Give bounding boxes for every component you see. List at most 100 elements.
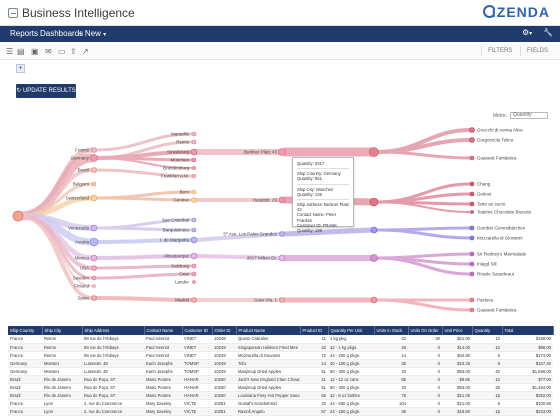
node-product-4[interactable] (469, 191, 475, 197)
node-city-7[interactable] (191, 197, 197, 203)
table-row[interactable]: Germany Münster Luisenstr. 48 Karin Josephs… (8, 367, 553, 376)
app-menu-icon[interactable] (8, 8, 18, 18)
column-header[interactable]: Quantity Per Unit (328, 326, 375, 335)
node-product-3[interactable] (469, 181, 475, 187)
table-cell: Mario Pontes (144, 391, 182, 400)
column-header[interactable]: Customer ID (182, 326, 213, 335)
node-customer-0[interactable] (369, 147, 379, 157)
node-city-3[interactable] (191, 157, 197, 163)
node-city-1[interactable] (191, 139, 197, 145)
email-icon[interactable]: ✉ (45, 47, 52, 56)
node-country-5[interactable] (90, 224, 98, 232)
node-country-9[interactable] (91, 275, 97, 281)
export-icon[interactable]: ⇪ (70, 47, 77, 56)
node-product-2[interactable] (469, 155, 475, 161)
table-row[interactable]: France Reims 59 rue de l'Abbaye Paul Henrio… (8, 351, 553, 360)
node-city-13[interactable] (191, 271, 197, 277)
node-city-6[interactable] (191, 189, 197, 195)
city-label: Albuquerque (163, 254, 189, 259)
node-product-6[interactable] (470, 210, 474, 214)
metric-select[interactable]: Quantity (510, 112, 548, 119)
settings-menu[interactable]: ⚙▾ (522, 28, 532, 37)
print-icon[interactable]: ▤ (17, 47, 25, 56)
node-customer-2[interactable] (370, 226, 378, 234)
node-address-0[interactable] (278, 148, 286, 156)
node-product-9[interactable] (469, 251, 475, 257)
node-country-0[interactable] (91, 147, 97, 153)
node-product-12[interactable] (469, 297, 475, 303)
node-country-1[interactable] (90, 154, 98, 162)
node-product-10[interactable] (469, 261, 475, 267)
node-country-10[interactable] (92, 284, 96, 288)
tab-filters[interactable]: FILTERS (481, 46, 518, 56)
wrench-icon[interactable]: 🔧 (543, 28, 553, 37)
column-header[interactable]: Ship Country (8, 326, 43, 335)
node-city-0[interactable] (191, 131, 197, 137)
node-city-12[interactable] (191, 263, 197, 269)
table-row[interactable]: Brazil Rio de Janeiro Rua do Paço, 67 Mario… (8, 391, 553, 400)
column-header[interactable]: Units In Stock (374, 326, 409, 335)
bookmark-icon[interactable]: ▭ (58, 47, 66, 56)
root-node[interactable] (12, 210, 24, 222)
node-address-1[interactable] (278, 196, 286, 204)
node-country-3[interactable] (91, 181, 97, 187)
node-city-4[interactable] (192, 166, 196, 170)
column-header[interactable]: Quantity (472, 326, 503, 335)
node-product-5[interactable] (469, 201, 475, 207)
node-address-2[interactable] (279, 231, 285, 237)
column-header[interactable]: Order ID (212, 326, 237, 335)
add-part-button[interactable]: + (16, 64, 25, 73)
node-country-7[interactable] (90, 254, 98, 262)
node-product-8[interactable] (469, 235, 475, 241)
node-city-9[interactable] (191, 227, 197, 233)
column-header[interactable]: Contact Name (144, 326, 183, 335)
table-row[interactable]: France Lyon 2, rue du Commerce Mary Saveley… (8, 399, 553, 408)
node-customer-3[interactable] (370, 254, 378, 262)
table-row[interactable]: Brazil Rio de Janeiro Rua do Paço, 67 Mario… (8, 375, 553, 384)
column-header[interactable]: Product Name (236, 326, 301, 335)
node-product-1[interactable] (469, 137, 475, 143)
node-product-7[interactable] (469, 225, 475, 231)
table-row[interactable]: Germany Münster Luisenstr. 48 Karin Josephs… (8, 359, 553, 368)
column-header[interactable]: Ship City (42, 326, 83, 335)
node-product-13[interactable] (469, 307, 475, 313)
node-customer-4[interactable] (370, 296, 378, 304)
node-city-15[interactable] (191, 297, 197, 303)
column-header[interactable]: Ship Address (82, 326, 145, 335)
nav-reports[interactable]: Reports (10, 29, 39, 38)
column-header[interactable]: Unit Price (442, 326, 473, 335)
table-cell: 10249 (212, 359, 236, 368)
nav-dashboards[interactable]: Dashboards (40, 29, 84, 38)
node-city-8[interactable] (191, 217, 197, 223)
node-country-8[interactable] (91, 265, 97, 271)
column-header[interactable]: Units On Order (408, 326, 443, 335)
node-country-2[interactable] (91, 167, 97, 173)
node-tooltip: Quantity: 3317 Ship Country: Germany Qua… (292, 157, 354, 233)
node-address-3[interactable] (278, 254, 286, 262)
save-icon[interactable]: ▣ (31, 47, 39, 56)
node-product-11[interactable] (469, 271, 475, 277)
node-country-6[interactable] (89, 237, 99, 247)
node-city-2[interactable] (190, 148, 198, 156)
node-address-4[interactable] (279, 297, 285, 303)
list-icon[interactable]: ☰ (6, 47, 14, 56)
node-country-4[interactable] (90, 194, 98, 202)
nav-new[interactable]: + New ▾ (78, 29, 106, 38)
table-row[interactable]: Brazil Rio de Janeiro Rua do Paço, 67 Mario… (8, 383, 553, 392)
table-row[interactable]: France Lyon 2, rue du Commerce Mary Saveley… (8, 407, 553, 416)
tab-fields[interactable]: FIELDS (519, 46, 554, 56)
node-city-10[interactable] (190, 236, 198, 244)
node-city-11[interactable] (190, 252, 198, 260)
node-country-11[interactable] (91, 295, 97, 301)
node-city-14[interactable] (192, 280, 196, 284)
column-header[interactable]: Total (502, 326, 554, 335)
node-customer-1[interactable] (369, 197, 379, 207)
node-product-0[interactable] (469, 127, 475, 133)
table-row[interactable]: France Reims 59 rue de l'Abbaye Paul Henrio… (8, 343, 553, 352)
table-row[interactable]: France Reims 59 rue de l'Abbaye Paul Henrio… (8, 335, 553, 344)
country-label: Brazil (78, 168, 89, 173)
column-header[interactable]: Product ID (300, 326, 329, 335)
update-results-button[interactable]: ↻ UPDATE RESULTS (16, 84, 76, 98)
node-city-5[interactable] (191, 173, 197, 179)
share-icon[interactable]: ↗ (82, 47, 89, 56)
